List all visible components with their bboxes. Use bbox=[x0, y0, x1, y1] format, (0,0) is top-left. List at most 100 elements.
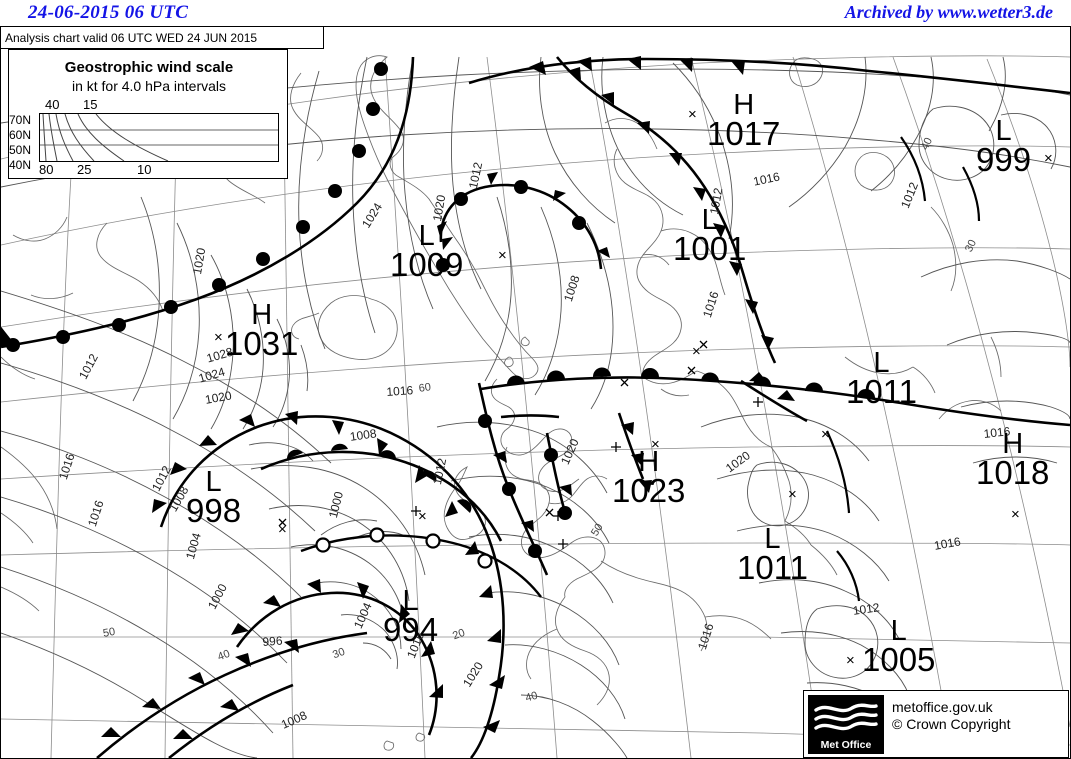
front-ne-britain-2 bbox=[836, 550, 861, 602]
page-header: 24-06-2015 06 UTC Archived by www.wetter… bbox=[0, 0, 1071, 26]
occluded-pips-uk bbox=[478, 414, 542, 558]
pressure-centre-value: 999 bbox=[976, 141, 1032, 178]
met-office-website: metoffice.gov.uk bbox=[892, 699, 993, 715]
wind-scale-subtitle: in kt for 4.0 hPa intervals bbox=[71, 78, 227, 94]
pressure-centre-cross-marker: × bbox=[788, 486, 797, 503]
pressure-centre-value: 1017 bbox=[707, 115, 781, 152]
wind-scale-bottom-labels: 80 25 10 bbox=[9, 162, 289, 178]
cold-front-greenland bbox=[1, 56, 415, 350]
stationary-front-shetland bbox=[500, 414, 560, 419]
front-arctic-ne bbox=[900, 136, 927, 202]
surface-analysis-map[interactable]: 1024 1020 1012 1016 1012 1012 1020 1028 1024 1020… bbox=[0, 26, 1071, 759]
cold-front-baltic bbox=[740, 379, 808, 423]
pressure-centre-l-998: L 998 bbox=[186, 466, 242, 529]
pressure-centre-value: 1011 bbox=[737, 549, 808, 586]
cold-pips-sw2 bbox=[173, 699, 239, 739]
front-annotation-marks bbox=[278, 340, 763, 549]
pressure-centre-cross-marker: × bbox=[1011, 506, 1020, 523]
pressure-centre-l-1005: L 1005 bbox=[862, 615, 936, 678]
archive-credit: Archived by www.wetter3.de bbox=[844, 2, 1053, 22]
pressure-centre-type: L bbox=[205, 466, 222, 498]
front-ne-britain bbox=[826, 430, 851, 514]
occluded-open-circles bbox=[315, 527, 493, 569]
pressure-centre-cross-marker: × bbox=[846, 652, 855, 669]
pressure-centre-l-999: L 999 bbox=[976, 115, 1032, 178]
wind-scale-latitude-labels: 70N 60N 50N 40N bbox=[9, 113, 47, 172]
pressure-centre-type: L bbox=[873, 347, 890, 379]
warm-front-bumps-europe bbox=[506, 367, 876, 399]
pressure-centre-cross-marker: × bbox=[1044, 150, 1053, 167]
pressure-centre-type: L bbox=[995, 115, 1012, 147]
cold-front-sw bbox=[96, 631, 368, 758]
pressure-centre-l-1011: L 1011 bbox=[737, 523, 808, 586]
pressure-centre-type: H bbox=[638, 446, 660, 478]
cold-front-germany bbox=[617, 412, 645, 480]
met-office-logo: Met Office bbox=[808, 695, 884, 754]
isobar-label: 996 bbox=[262, 633, 283, 649]
isobar-label: 1016 bbox=[386, 383, 414, 399]
wind-top-label-15: 15 bbox=[83, 97, 98, 112]
cold-pips-scandinavia bbox=[567, 67, 774, 350]
pressure-centre-type: L bbox=[402, 585, 419, 617]
pressure-centre-value: 1011 bbox=[846, 373, 917, 410]
cold-pips-baltic bbox=[749, 372, 795, 401]
pressure-centre-value: 1001 bbox=[673, 230, 747, 267]
pressure-centre-cross-marker: × bbox=[278, 521, 287, 538]
pressure-centre-cross-marker: × bbox=[651, 436, 660, 453]
front-arctic-ne2 bbox=[962, 166, 981, 222]
pressure-centre-value: 1018 bbox=[976, 454, 1050, 491]
wind-scale-graph bbox=[39, 113, 279, 162]
lat-label-70n: 70N bbox=[9, 113, 32, 127]
pressure-centre-cross-marker: × bbox=[498, 247, 507, 264]
met-office-credit-box: Met Office metoffice.gov.uk © Crown Copy… bbox=[803, 690, 1069, 758]
wind-scale-title: Geostrophic wind scale bbox=[64, 59, 234, 76]
pressure-centre-value: 1031 bbox=[225, 325, 299, 362]
cold-front-scandinavia bbox=[555, 56, 777, 364]
pressure-centre-value: 1005 bbox=[862, 641, 936, 678]
warm-front-998 bbox=[260, 450, 503, 542]
analysis-caption-box: Analysis chart valid 06 UTC WED 24 JUN 2… bbox=[0, 26, 324, 49]
warm-front-europe bbox=[480, 376, 1070, 427]
occluded-front-midatlantic bbox=[300, 534, 542, 598]
met-office-brand: Met Office bbox=[820, 739, 872, 751]
pressure-centre-cross-marker: × bbox=[821, 426, 830, 443]
pressure-centre-type: H bbox=[1002, 428, 1024, 460]
cold-front-atlantic bbox=[159, 415, 505, 758]
pressure-centre-h-1018: H 1018 bbox=[976, 428, 1050, 491]
analysis-caption-text: Analysis chart valid 06 UTC WED 24 JUN 2… bbox=[5, 31, 258, 45]
pressure-centre-type: L bbox=[890, 615, 907, 647]
pressure-centre-l-994: L 994 bbox=[383, 585, 438, 647]
met-office-copyright: © Crown Copyright bbox=[892, 716, 1011, 732]
lat-label-60n: 60N bbox=[9, 128, 32, 142]
pressure-centre-value: 1009 bbox=[390, 246, 464, 283]
pressure-centre-h-1031: H 1031 bbox=[225, 299, 299, 362]
cold-pips-arctic bbox=[529, 56, 745, 75]
pressure-centre-l-1011: L 1011 bbox=[846, 347, 917, 410]
pressure-centre-type: H bbox=[251, 299, 273, 331]
cold-pips-sw bbox=[101, 639, 299, 737]
pressure-centre-h-1017: H 1017 bbox=[707, 91, 781, 152]
occluded-pips-1009 bbox=[436, 172, 610, 272]
wind-scale-top-labels: 40 15 bbox=[9, 97, 289, 113]
wind-bottom-label-10: 10 bbox=[137, 162, 152, 177]
geostrophic-wind-scale: Geostrophic wind scale in kt for 4.0 hPa… bbox=[8, 49, 288, 179]
lat-label-50n: 50N bbox=[9, 143, 32, 157]
met-office-text: metoffice.gov.uk © Crown Copyright bbox=[892, 699, 1010, 733]
fronts bbox=[1, 56, 1070, 758]
pressure-centre-h-1023: H 1023 bbox=[612, 446, 685, 508]
cold-front-sw2 bbox=[168, 683, 294, 758]
pressure-centre-l-1001: L 1001 bbox=[673, 206, 747, 267]
pressure-centre-cross-marker: × bbox=[418, 508, 427, 525]
warm-bumps-998 bbox=[286, 443, 472, 513]
pressure-centre-type: L bbox=[764, 523, 781, 555]
graticule-label: 50 bbox=[102, 625, 117, 640]
pressure-centre-value: 998 bbox=[186, 492, 242, 529]
pressure-centre-cross-marker: × bbox=[688, 106, 697, 123]
cold-pips-germany bbox=[621, 422, 652, 493]
wind-top-label-40: 40 bbox=[45, 97, 60, 112]
cold-front-arctic bbox=[468, 57, 1070, 95]
pressure-centre-type: L bbox=[418, 220, 435, 252]
wind-bottom-label-80: 80 bbox=[39, 162, 54, 177]
graticule-label: 60 bbox=[418, 381, 432, 395]
pressure-centre-l-1009: L 1009 bbox=[390, 220, 464, 283]
